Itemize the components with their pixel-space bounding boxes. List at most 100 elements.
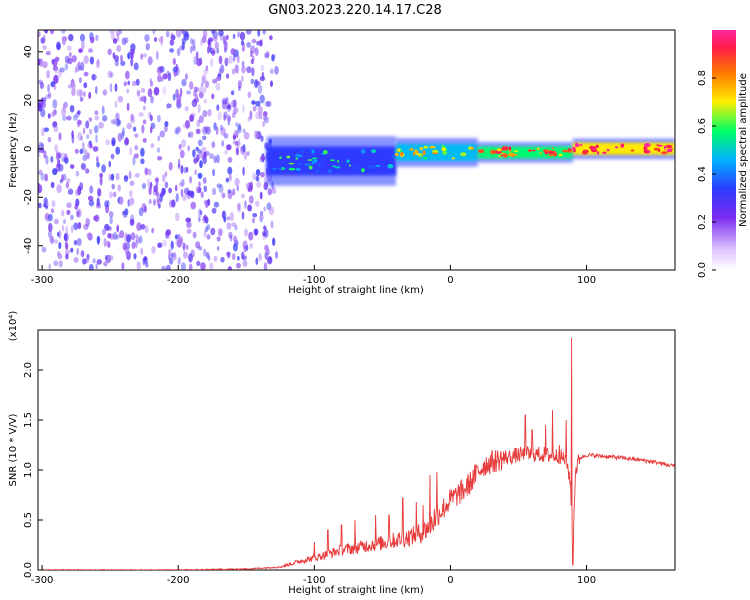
spectrogram-speckle bbox=[268, 206, 275, 215]
spectrogram-speckle bbox=[165, 229, 171, 236]
spectrogram-speckle bbox=[54, 144, 59, 152]
spectrogram-speckle bbox=[83, 223, 89, 231]
spectrogram-speckle bbox=[202, 126, 208, 135]
spectrogram-speckle bbox=[255, 100, 261, 107]
spectrogram-speckle bbox=[138, 112, 144, 117]
colorbar-tick-label: 0.0 bbox=[697, 262, 708, 278]
spectrogram-speckle bbox=[182, 123, 186, 129]
spectrogram-speckle bbox=[221, 140, 225, 147]
spectrogram-speckle bbox=[267, 256, 273, 265]
spectrogram-speckle bbox=[64, 153, 68, 162]
spectrogram-speckle bbox=[156, 147, 161, 153]
spectrogram-speckle bbox=[237, 31, 240, 38]
spectrogram-blob bbox=[501, 146, 509, 151]
y-tick-label: 20 bbox=[23, 94, 34, 107]
spectrogram-blob bbox=[562, 149, 569, 153]
spectrogram-speckle bbox=[88, 91, 92, 100]
colorbar-label: Normalized spectral amplitude bbox=[738, 73, 749, 227]
colorbar-tick-label: 0.4 bbox=[697, 166, 708, 182]
spectrogram-speckle bbox=[202, 86, 207, 94]
spectrogram-speckle bbox=[86, 134, 90, 140]
spectrogram-speckle bbox=[117, 119, 122, 126]
spectrogram-speckle bbox=[211, 93, 215, 100]
spectrogram-blob bbox=[630, 149, 635, 152]
spectrogram-speckle bbox=[105, 240, 110, 247]
spectrogram-speckle bbox=[264, 251, 269, 260]
spectrogram-speckle bbox=[135, 237, 141, 244]
spectrogram-speckle bbox=[88, 128, 93, 135]
spectrogram-speckle bbox=[218, 30, 224, 37]
spectrogram-speckle bbox=[153, 37, 158, 42]
spectrogram-speckle bbox=[96, 197, 100, 207]
y-tick-label: 1.5 bbox=[23, 412, 34, 428]
spectrogram-speckle bbox=[80, 250, 85, 258]
spectrogram-speckle bbox=[223, 41, 228, 51]
spectrogram-speckle bbox=[53, 218, 59, 225]
spectrogram-speckle bbox=[135, 239, 138, 249]
spectrogram-speckle bbox=[172, 93, 176, 101]
x-tick-label: 100 bbox=[577, 275, 596, 286]
spectrogram-speckle bbox=[182, 242, 186, 250]
spectrogram-speckle bbox=[231, 68, 236, 75]
spectrogram-speckle bbox=[108, 211, 114, 218]
spectrogram-speckle bbox=[216, 183, 222, 188]
spectrogram-speckle bbox=[161, 239, 168, 247]
y-tick-label: 0.0 bbox=[23, 562, 34, 578]
spectrogram-speckle bbox=[228, 102, 231, 110]
spectrogram-speckle bbox=[197, 139, 203, 147]
spectrogram-speckle bbox=[76, 210, 80, 218]
spectrogram-speckle bbox=[180, 188, 184, 198]
spectrogram-speckle bbox=[236, 262, 241, 269]
spectrogram-speckle bbox=[255, 111, 260, 120]
spectrogram-blob bbox=[295, 157, 299, 160]
spectrogram-speckle bbox=[269, 35, 273, 41]
spectrogram-blob bbox=[307, 159, 313, 161]
spectrogram-speckle bbox=[231, 112, 236, 119]
spectrogram-speckle bbox=[249, 110, 253, 120]
spectrogram-speckle bbox=[95, 34, 99, 41]
spectrogram-speckle bbox=[226, 216, 231, 221]
spectrogram-speckle bbox=[157, 114, 161, 123]
spectrogram-speckle bbox=[74, 148, 79, 154]
spectrogram-speckle bbox=[189, 114, 195, 122]
spectrogram-speckle bbox=[211, 207, 217, 214]
spectrogram-speckle bbox=[198, 246, 203, 251]
spectrogram-speckle bbox=[38, 31, 41, 38]
spectrogram-blob bbox=[508, 152, 514, 157]
spectrogram-speckle bbox=[126, 122, 132, 130]
spectrogram-speckle bbox=[142, 53, 148, 58]
spectrogram-speckle bbox=[263, 206, 267, 212]
spectrogram-speckle bbox=[65, 181, 69, 189]
spectrogram-speckle bbox=[88, 48, 93, 53]
spectrogram-speckle bbox=[115, 112, 120, 121]
spectrogram-speckle bbox=[188, 263, 193, 270]
spectrogram-speckle bbox=[151, 246, 156, 254]
spectrogram-speckle bbox=[68, 34, 74, 42]
spectrogram-speckle bbox=[129, 197, 134, 206]
spectrogram-speckle bbox=[243, 132, 250, 140]
spectrogram-speckle bbox=[76, 89, 81, 97]
spectrogram-speckle bbox=[129, 147, 133, 156]
x-tick-label: 100 bbox=[577, 575, 596, 586]
spectrogram-speckle bbox=[228, 231, 233, 239]
spectrogram-speckle bbox=[252, 213, 258, 218]
spectrogram-blob bbox=[308, 165, 313, 170]
spectrogram-speckle bbox=[143, 96, 147, 104]
spectrogram-speckle bbox=[257, 84, 263, 95]
spectrogram-speckle bbox=[203, 229, 207, 238]
spectrogram-blob bbox=[668, 149, 673, 153]
spectrogram-speckle bbox=[120, 54, 123, 63]
spectrogram-speckle bbox=[108, 173, 112, 182]
spectrogram-speckle bbox=[194, 169, 197, 176]
spectrogram-blob bbox=[596, 151, 600, 155]
spectrogram-speckle bbox=[42, 101, 46, 109]
spectrogram-speckle bbox=[115, 234, 120, 240]
spectrogram-blob bbox=[311, 157, 318, 160]
spectrogram-speckle bbox=[114, 55, 119, 62]
spectrogram-speckle bbox=[213, 201, 220, 208]
spectrogram-x-label: Height of straight line (km) bbox=[288, 285, 424, 296]
spectrogram-speckle bbox=[132, 80, 137, 87]
spectrogram-speckle bbox=[206, 224, 211, 231]
spectrogram-blob bbox=[409, 148, 414, 151]
spectrogram-speckle bbox=[120, 131, 125, 140]
